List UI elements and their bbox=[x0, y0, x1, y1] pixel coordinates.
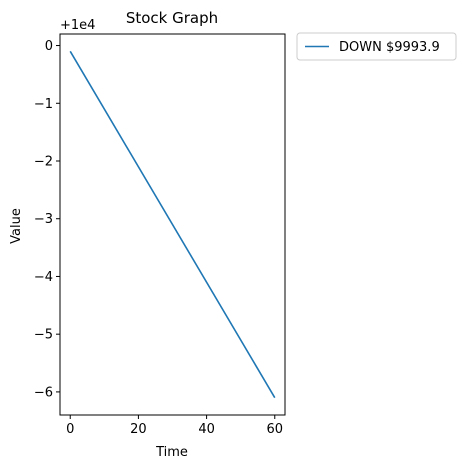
series-line bbox=[69, 50, 276, 399]
y-axis-label: Value bbox=[9, 208, 24, 244]
y-tick-label: −1 bbox=[34, 97, 53, 112]
y-axis-offset-text: +1e4 bbox=[60, 18, 95, 33]
y-tick-label: −5 bbox=[34, 328, 53, 343]
y-tick-label: −3 bbox=[34, 212, 53, 227]
chart-title: Stock Graph bbox=[126, 9, 218, 27]
y-tick-label: −4 bbox=[34, 270, 53, 285]
x-axis-label: Time bbox=[155, 445, 188, 460]
plot-frame bbox=[59, 33, 286, 416]
x-tick-label: 40 bbox=[198, 422, 215, 437]
legend-box bbox=[296, 32, 457, 61]
x-tick-label: 60 bbox=[266, 422, 283, 437]
x-tick-label: 0 bbox=[66, 422, 74, 437]
plot-layer: 0 20 40 60 0 −1 −2 −3 −4 −5 −6 DOWN $9993.9 bbox=[34, 32, 457, 437]
y-tick-label: −2 bbox=[34, 155, 53, 170]
y-tick-label: 0 bbox=[45, 39, 53, 54]
x-tick-label: 20 bbox=[130, 422, 147, 437]
y-tick-label: −6 bbox=[34, 385, 53, 400]
legend-label: DOWN $9993.9 bbox=[339, 40, 440, 55]
